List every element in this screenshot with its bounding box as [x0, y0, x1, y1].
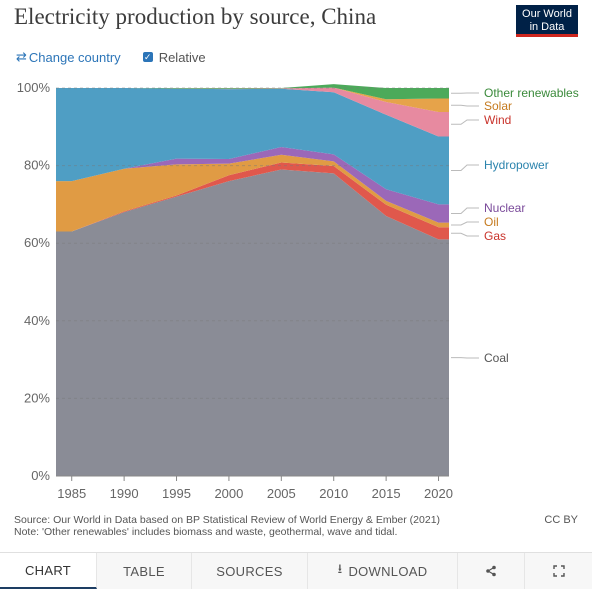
x-tick-label: 2000	[214, 486, 243, 501]
area-coal[interactable]	[56, 169, 449, 476]
y-tick-label: 20%	[24, 390, 50, 405]
x-tick-label: 2015	[372, 486, 401, 501]
stacked-area-chart: 0% 20% 40% 60% 80% 100% 1985 1990 1995 2000 2005 20…	[17, 80, 579, 501]
legend-connector	[451, 104, 479, 107]
legend-label-solar[interactable]: Solar	[484, 99, 512, 113]
x-tick-label: 1995	[162, 486, 191, 501]
tab-bar: CHART TABLE SOURCES ⭳ DOWNLOAD	[0, 552, 592, 590]
legend-connector	[451, 164, 479, 171]
y-tick-label: 40%	[24, 313, 50, 328]
checkbox-checked-icon[interactable]: ✓	[142, 52, 153, 62]
footnote: Note: 'Other renewables' includes biomas…	[14, 526, 398, 538]
legend-label-other-renewables[interactable]: Other renewables	[484, 86, 579, 100]
share-button[interactable]	[458, 553, 525, 589]
tab-chart-label: CHART	[24, 562, 72, 578]
tab-download-label: DOWNLOAD	[348, 563, 428, 579]
x-tick-label: 1985	[57, 486, 86, 501]
tab-sources-label: SOURCES	[216, 563, 283, 579]
x-tick-label: 2010	[319, 486, 348, 501]
gridlines	[56, 87, 449, 477]
area-oil[interactable]	[56, 154, 449, 232]
area-series[interactable]	[56, 84, 449, 476]
logo-line-2: in Data	[529, 21, 565, 33]
legend-label-hydropower[interactable]: Hydropower	[484, 158, 549, 172]
relative-toggle[interactable]: ✓ Relative	[142, 49, 206, 65]
fullscreen-icon	[552, 565, 565, 577]
logo-line-1: Our World	[522, 8, 572, 20]
x-tick-label: 2020	[424, 486, 453, 501]
legend-connector	[451, 221, 479, 226]
legend-label-wind[interactable]: Wind	[484, 113, 511, 127]
tab-chart[interactable]: CHART	[0, 553, 97, 589]
area-other-renewables[interactable]	[56, 84, 449, 100]
download-icon: ⭳	[337, 561, 343, 576]
area-hydropower[interactable]	[56, 88, 449, 205]
y-tick-label: 100%	[17, 80, 51, 95]
legend-label-gas[interactable]: Gas	[484, 229, 506, 243]
legend-connector	[451, 232, 479, 237]
tab-sources[interactable]: SOURCES	[192, 553, 308, 589]
chart-footer: Source: Our World in Data based on BP St…	[14, 514, 440, 538]
tab-table[interactable]: TABLE	[97, 553, 192, 589]
y-tick-label: 0%	[31, 468, 50, 483]
legend-connector	[451, 207, 479, 215]
tab-download[interactable]: ⭳ DOWNLOAD	[308, 553, 458, 589]
chart-controls: ⇄ Change country ✓ Relative	[16, 49, 206, 65]
share-icon	[486, 565, 496, 577]
legend-label-oil[interactable]: Oil	[484, 215, 499, 229]
chart-title: Electricity production by source, China	[14, 4, 377, 29]
source-note: Source: Our World in Data based on BP St…	[14, 514, 441, 526]
tab-table-label: TABLE	[123, 563, 165, 579]
x-tick-label: 2005	[267, 486, 296, 501]
swap-icon: ⇄	[16, 49, 27, 64]
y-tick-label: 60%	[24, 235, 50, 250]
legend-label-coal[interactable]: Coal	[484, 351, 509, 365]
relative-label: Relative	[158, 49, 206, 65]
x-tick-label: 1990	[110, 486, 139, 501]
legend-connector	[451, 119, 479, 125]
owid-logo[interactable]: Our World in Data	[516, 5, 578, 37]
change-country-label: Change country	[28, 49, 121, 65]
legend-label-nuclear[interactable]: Nuclear	[484, 201, 525, 215]
axes: 0% 20% 40% 60% 80% 100% 1985 1990 1995 2000 2005 20…	[17, 80, 453, 501]
y-tick-label: 80%	[24, 158, 50, 173]
area-nuclear[interactable]	[56, 146, 449, 223]
change-country-button[interactable]: ⇄ Change country	[16, 49, 121, 65]
fullscreen-button[interactable]	[525, 553, 592, 589]
area-gas[interactable]	[56, 162, 449, 240]
license-label[interactable]: CC BY	[544, 514, 578, 526]
